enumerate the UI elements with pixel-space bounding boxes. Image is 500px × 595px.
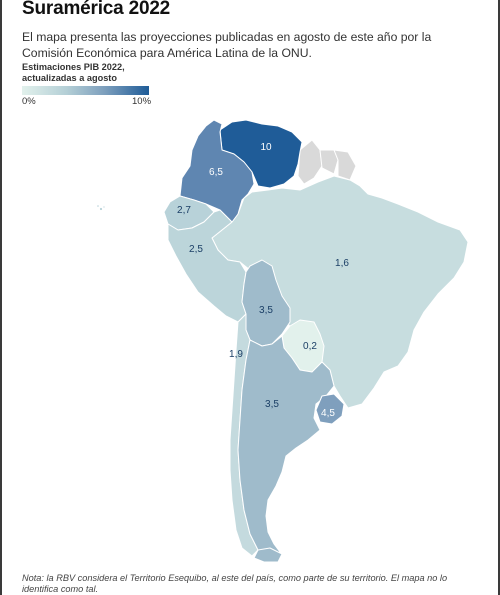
value-label-brasil: 1,6 <box>335 258 349 269</box>
country-surinam <box>319 149 339 175</box>
value-label-venezuela: 10 <box>260 142 272 153</box>
value-label-colombia: 6,5 <box>209 167 223 178</box>
country-ecuador-galapagos <box>96 204 106 212</box>
value-label-argentina: 3,5 <box>265 399 279 410</box>
south-america-map: 10 6,5 2,7 2,5 1,6 3,5 0,2 1,9 3,5 4,5 <box>96 119 469 563</box>
country-uruguay <box>315 393 345 425</box>
value-label-chile: 1,9 <box>229 349 243 360</box>
galapagos-island <box>98 206 104 212</box>
frame-left-border <box>0 0 2 595</box>
country-guayana-francesa <box>333 149 357 181</box>
value-label-bolivia: 3,5 <box>259 305 273 316</box>
footnote: Nota: la RBV considera el Territorio Ese… <box>22 573 448 594</box>
galapagos-island <box>96 204 100 208</box>
legend-max-label: 10% <box>132 96 152 107</box>
value-label-paraguay: 0,2 <box>303 341 317 352</box>
country-colombia <box>179 119 255 223</box>
country-bolivia <box>241 259 291 347</box>
page-title: Suramérica 2022 <box>22 0 171 19</box>
frame-right-border <box>498 0 500 595</box>
country-argentina <box>237 335 335 557</box>
country-guyana <box>297 139 323 185</box>
legend-min-label: 0% <box>22 96 36 107</box>
galapagos-island <box>102 205 106 209</box>
legend-color-scale <box>22 86 149 95</box>
subtitle: El mapa presenta las proyecciones public… <box>22 30 432 60</box>
value-label-ecuador: 2,7 <box>177 205 191 216</box>
country-peru <box>167 209 247 323</box>
value-label-peru: 2,5 <box>189 244 203 255</box>
value-label-uruguay: 4,5 <box>321 408 335 419</box>
country-tierra-del-fuego <box>253 547 283 563</box>
legend-title: Estimaciones PIB 2022, actualizadas a ag… <box>22 62 125 83</box>
